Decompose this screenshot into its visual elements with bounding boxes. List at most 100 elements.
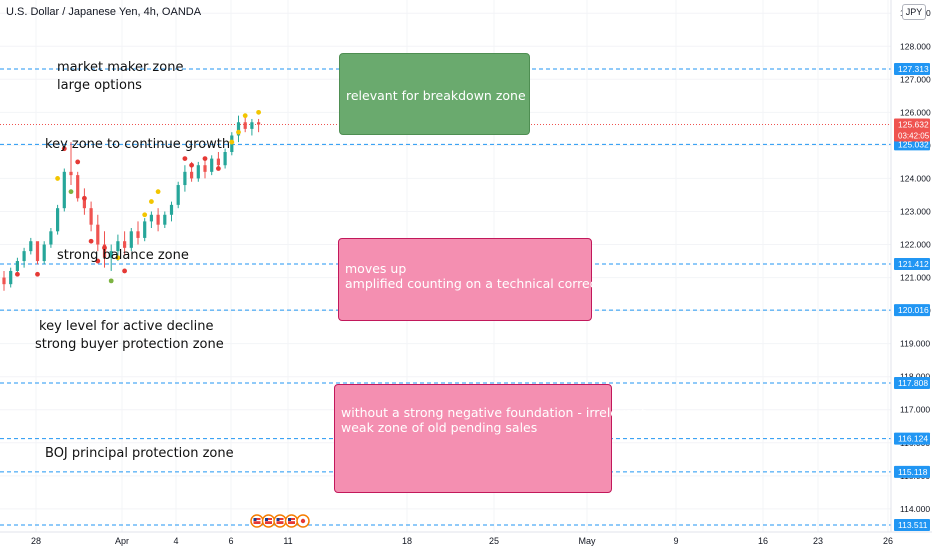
time-tick-label: 11 [283, 536, 292, 546]
annotation-market-maker: market maker zone [57, 60, 184, 75]
signal-marker [189, 162, 195, 168]
event-icon-stripe [288, 520, 295, 522]
candle-body [89, 208, 93, 225]
candle-body [69, 171, 73, 176]
event-icon-canton [253, 518, 257, 521]
time-tick-label: 23 [813, 536, 823, 546]
candle-body [156, 214, 160, 225]
currency-badge[interactable]: JPY [902, 4, 926, 20]
event-icon-canton [265, 518, 268, 521]
annotation-buyer-protection: strong buyer protection zone [35, 337, 224, 352]
candle-body [169, 204, 174, 215]
note-box-pink-upper[interactable]: moves up amplified counting on a technic… [338, 238, 621, 321]
jp-flag-icon[interactable] [296, 514, 310, 528]
candle-body [109, 251, 113, 258]
candle-body [116, 241, 120, 252]
time-axis: 28 Apr 4 6 11 18 25 May 9 16 23 26 [31, 536, 893, 546]
current-price-value: 125.632 [898, 120, 929, 130]
candle-body [216, 158, 220, 166]
level-label-bg [894, 304, 930, 317]
signal-marker [108, 278, 114, 284]
us-flag-icon[interactable] [273, 514, 287, 528]
annotation-boj-protection: BOJ principal protection zone [45, 446, 234, 461]
candle-body [29, 241, 33, 252]
signal-marker [15, 271, 20, 277]
signal-marker [75, 159, 81, 165]
candle-body [15, 261, 19, 271]
annotation-key-level-decline: key level for active decline [39, 319, 214, 334]
current-price-label: 125.632 03:42:05 [894, 118, 930, 142]
us-flag-icon[interactable] [250, 514, 264, 528]
event-icon-dot [300, 518, 306, 524]
level-label-bg [894, 519, 930, 532]
price-tick-label: 119.000 [900, 339, 930, 349]
candle-body [210, 158, 214, 172]
time-tick-label: 9 [673, 536, 678, 546]
time-tick-label: 26 [883, 536, 893, 546]
candle-body [9, 270, 13, 285]
candle-body [236, 122, 241, 136]
candle-body [196, 165, 200, 179]
level-label: 116.124 [898, 434, 928, 444]
price-tick-label: 117.000 [900, 405, 930, 415]
candle-body [22, 251, 26, 262]
level-label-bg [894, 377, 930, 390]
note-box-pink-lower-line-2: weak zone of old pending sales [341, 420, 538, 435]
annotation-large-options: large options [57, 78, 142, 93]
candle-body [136, 231, 140, 238]
signal-marker [256, 109, 261, 115]
price-tick-label: 127.000 [900, 74, 931, 84]
level-label: 121.412 [898, 259, 929, 269]
candles [2, 115, 261, 291]
candle-body [42, 244, 46, 262]
price-tick-label: 126.000 [900, 107, 931, 117]
signal-marker [182, 156, 188, 162]
note-box-pink-lower-line-1: without a strong negative foundation - i… [341, 405, 646, 420]
price-tick-label: 123.000 [900, 206, 931, 216]
note-box-green-line: relevant for breakdown zone 125 [346, 88, 554, 103]
symbol-title: U.S. Dollar / Japanese Yen, 4h, OANDA [6, 6, 202, 18]
time-tick-label: 18 [402, 536, 412, 546]
time-tick-label: 4 [173, 536, 178, 546]
annotation-strong-balance: strong balance zone [57, 248, 189, 263]
candle-body [143, 221, 147, 238]
candle-body [190, 171, 194, 179]
time-tick-label: 25 [489, 536, 499, 546]
note-box-pink-lower[interactable]: without a strong negative foundation - i… [334, 384, 646, 493]
candle-body [56, 208, 60, 232]
event-icons [250, 514, 310, 528]
level-label-bg [894, 257, 930, 270]
event-icon-canton [288, 518, 291, 521]
time-tick-label: 16 [758, 536, 768, 546]
candle-body [35, 241, 40, 262]
signal-marker [102, 245, 107, 251]
price-tick-label: 128.000 [900, 41, 931, 51]
level-price-labels: 127.313 125.032 121.412 120.016 117.808 116.1… [894, 62, 930, 532]
signal-marker [242, 113, 248, 119]
candle-body [203, 165, 207, 172]
price-tick-label: 121.000 [900, 273, 931, 283]
candle-body [176, 185, 180, 205]
signal-marker [95, 258, 101, 264]
signal-marker [149, 199, 154, 204]
note-box-green[interactable]: relevant for breakdown zone 125 [339, 53, 554, 135]
horizontal-levels [0, 68, 891, 526]
signal-marker [216, 166, 221, 171]
candle-body [129, 231, 133, 248]
level-label: 125.032 [898, 139, 929, 149]
signal-marker [35, 271, 40, 277]
signal-marker [202, 156, 208, 162]
us-flag-icon[interactable] [261, 514, 276, 528]
event-icon-stripe [276, 520, 284, 522]
time-tick-label: 6 [228, 536, 233, 546]
current-price-countdown: 03:42:05 [898, 132, 930, 141]
level-label-bg [894, 62, 930, 75]
event-icon-stripe [265, 520, 272, 522]
level-label: 127.313 [898, 64, 929, 74]
candle-body [62, 171, 66, 209]
time-tick-label: 28 [31, 536, 41, 546]
us-flag-icon[interactable] [284, 514, 299, 528]
signal-marker [142, 212, 148, 218]
price-tick-label: 122.000 [900, 240, 931, 250]
candle-body [96, 224, 100, 245]
